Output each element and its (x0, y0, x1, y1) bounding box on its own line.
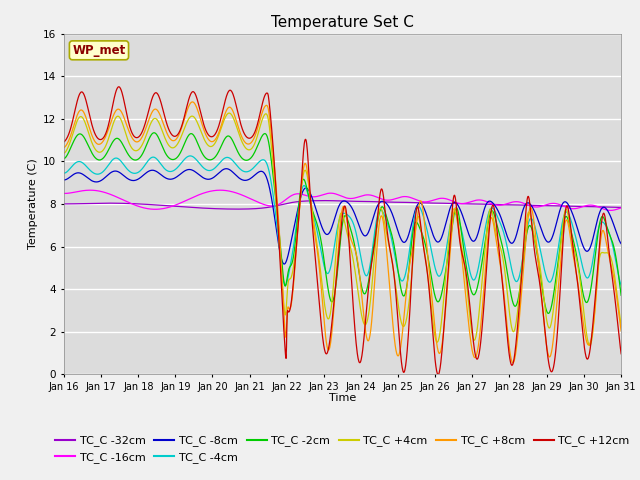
TC_C -32cm (60, 201, 68, 207)
TC_C -8cm (280, 261, 288, 267)
X-axis label: Time: Time (329, 394, 356, 403)
TC_C -32cm (346, 198, 354, 204)
TC_C +8cm (335, 240, 342, 245)
TC_C +4cm (589, 328, 596, 334)
TC_C +8cm (509, 360, 516, 366)
TC_C -32cm (335, 198, 343, 204)
TC_C +12cm (502, 318, 509, 324)
TC_C +12cm (589, 321, 596, 326)
TC_C +12cm (60, 139, 68, 144)
TC_C -16cm (589, 203, 596, 208)
TC_C +4cm (335, 220, 342, 226)
TC_C +4cm (225, 110, 233, 116)
TC_C +8cm (589, 326, 596, 332)
TC_C -2cm (150, 130, 158, 136)
TC_C +8cm (60, 144, 68, 150)
TC_C +8cm (346, 233, 354, 239)
TC_C -8cm (335, 203, 343, 208)
TC_C -2cm (60, 156, 68, 161)
TC_C -4cm (186, 153, 194, 159)
Line: TC_C -8cm: TC_C -8cm (64, 168, 640, 264)
TC_C +4cm (60, 150, 68, 156)
TC_C -16cm (60, 191, 68, 196)
TC_C -8cm (60, 177, 68, 183)
TC_C -32cm (234, 206, 241, 212)
TC_C +12cm (434, 372, 442, 377)
TC_C +12cm (346, 252, 354, 258)
TC_C -4cm (589, 259, 596, 265)
Line: TC_C -4cm: TC_C -4cm (64, 156, 640, 288)
TC_C +4cm (502, 274, 509, 279)
TC_C -4cm (335, 219, 342, 225)
TC_C -2cm (346, 224, 354, 230)
TC_C -16cm (502, 201, 509, 207)
Title: Temperature Set C: Temperature Set C (271, 15, 414, 30)
TC_C -4cm (502, 237, 509, 242)
Line: TC_C +8cm: TC_C +8cm (64, 102, 640, 363)
TC_C +8cm (502, 307, 509, 312)
Line: TC_C -16cm: TC_C -16cm (64, 190, 640, 214)
TC_C -32cm (502, 202, 509, 208)
TC_C +8cm (153, 107, 161, 113)
TC_C -4cm (346, 215, 354, 220)
TC_C +4cm (153, 117, 161, 122)
TC_C -2cm (502, 259, 509, 264)
TC_C -16cm (86, 187, 94, 193)
TC_C -2cm (589, 275, 596, 280)
TC_C -16cm (346, 196, 354, 202)
Legend: TC_C -32cm, TC_C -16cm, TC_C -8cm, TC_C -4cm, TC_C -2cm, TC_C +4cm, TC_C +8cm, T: TC_C -32cm, TC_C -16cm, TC_C -8cm, TC_C … (51, 431, 634, 468)
TC_C -2cm (621, 311, 629, 316)
TC_C -4cm (153, 156, 161, 162)
Line: TC_C +12cm: TC_C +12cm (64, 87, 640, 374)
TC_C -16cm (335, 192, 342, 198)
Line: TC_C -2cm: TC_C -2cm (64, 133, 640, 313)
TC_C -4cm (620, 285, 627, 290)
Y-axis label: Temperature (C): Temperature (C) (28, 158, 38, 250)
TC_C -16cm (154, 206, 161, 212)
Line: TC_C -32cm: TC_C -32cm (64, 201, 640, 209)
TC_C -32cm (321, 198, 328, 204)
TC_C +12cm (154, 91, 161, 96)
TC_C -8cm (222, 166, 230, 171)
TC_C -2cm (335, 256, 342, 262)
TC_C -8cm (153, 169, 161, 175)
TC_C -32cm (153, 202, 161, 208)
TC_C +12cm (115, 84, 123, 90)
TC_C +4cm (586, 343, 594, 348)
TC_C -8cm (589, 236, 596, 241)
Text: WP_met: WP_met (72, 44, 125, 57)
TC_C -2cm (154, 132, 161, 138)
Line: TC_C +4cm: TC_C +4cm (64, 113, 640, 346)
TC_C -8cm (346, 203, 354, 208)
TC_C +8cm (189, 99, 196, 105)
TC_C -32cm (589, 204, 596, 210)
TC_C +12cm (335, 251, 342, 256)
TC_C -4cm (60, 170, 68, 176)
TC_C -8cm (502, 229, 509, 235)
TC_C +4cm (346, 242, 354, 248)
